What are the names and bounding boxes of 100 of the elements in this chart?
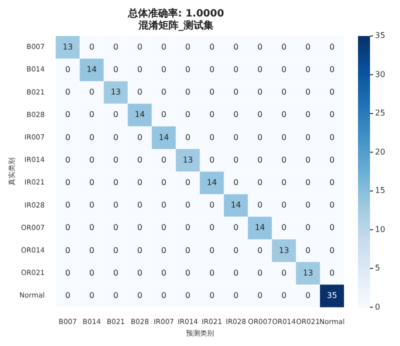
data-label: 0	[185, 64, 190, 74]
data-label: 0	[281, 155, 286, 164]
data-label: 0	[137, 200, 142, 210]
data-label: 0	[65, 88, 70, 97]
data-label: 0	[65, 268, 70, 278]
data-label: 0	[329, 200, 335, 210]
data-label: 0	[185, 110, 190, 120]
data-label: 13	[182, 155, 193, 164]
data-label: 0	[209, 88, 214, 97]
data-label: 0	[305, 42, 311, 52]
data-label: 0	[233, 42, 238, 52]
data-label: 0	[185, 42, 190, 52]
data-label: 0	[113, 200, 118, 210]
data-label: 13	[110, 88, 121, 97]
data-label: 0	[281, 132, 286, 142]
chart-subtitle: 混淆矩阵_测试集	[138, 20, 214, 32]
data-label: 0	[161, 88, 166, 97]
data-label: 0	[65, 110, 70, 120]
data-label: 0	[137, 246, 142, 255]
data-label: 0	[113, 64, 118, 74]
data-label: 0	[209, 110, 214, 120]
data-label: 0	[257, 200, 262, 210]
data-label: 0	[305, 155, 311, 164]
data-label: 0	[257, 88, 262, 97]
data-label: 0	[89, 223, 94, 232]
data-label: 0	[209, 132, 214, 142]
data-label: 0	[89, 200, 94, 210]
data-label: 0	[329, 178, 335, 187]
data-label: 0	[209, 200, 214, 210]
data-label: 0	[281, 88, 286, 97]
data-label: 0	[89, 268, 94, 278]
data-label: 0	[281, 42, 286, 52]
data-label: 0	[281, 290, 286, 300]
data-label: 0	[233, 178, 238, 187]
data-label: 0	[281, 110, 286, 120]
data-label: 0	[161, 200, 166, 210]
data-label: 0	[113, 42, 118, 52]
data-label: 0	[137, 290, 142, 300]
data-label: 0	[329, 42, 335, 52]
data-label: 0	[113, 132, 118, 142]
data-label: 0	[161, 178, 166, 187]
data-label: 0	[89, 246, 94, 255]
data-label: 0	[305, 178, 311, 187]
data-label: 0	[89, 132, 94, 142]
data-label: 0	[185, 88, 190, 97]
data-label: 0	[113, 110, 118, 120]
data-label: 0	[65, 223, 70, 232]
data-label: 0	[233, 88, 238, 97]
data-label: 14	[134, 110, 145, 120]
data-label: 0	[329, 223, 335, 232]
data-label: 0	[161, 290, 166, 300]
data-label: 0	[113, 268, 118, 278]
data-label: 35	[326, 290, 338, 300]
data-label: 0	[185, 290, 190, 300]
data-label: 0	[65, 155, 70, 164]
color-bar-label: 15	[375, 186, 386, 196]
data-label: 0	[185, 132, 190, 142]
data-label: 0	[281, 200, 286, 210]
data-label: 13	[62, 42, 73, 52]
color-bar-label: 10	[375, 224, 386, 234]
data-label: 0	[305, 110, 311, 120]
data-label: 0	[233, 155, 238, 164]
data-label: 0	[257, 64, 262, 74]
data-label: 0	[305, 132, 311, 142]
data-label: 0	[233, 132, 238, 142]
color-bar-label: 30	[375, 70, 386, 79]
data-label: 0	[113, 246, 118, 255]
data-label: 0	[89, 290, 94, 300]
data-label: 0	[161, 64, 166, 74]
data-label: 0	[329, 155, 335, 164]
data-label: 0	[209, 223, 214, 232]
data-label: 14	[206, 178, 217, 187]
data-label: 0	[113, 290, 118, 300]
color-bar-label: 0	[375, 302, 380, 312]
data-label: 0	[161, 268, 166, 278]
chart-title: 总体准确率: 1.0000	[126, 8, 224, 20]
data-label: 0	[161, 246, 166, 255]
data-label: 14	[254, 223, 266, 232]
data-label: 0	[89, 88, 94, 97]
color-bar-label: 20	[375, 147, 386, 156]
data-label: 0	[89, 42, 94, 52]
data-label: 0	[185, 178, 190, 187]
data-label: 0	[137, 64, 142, 74]
data-label: 0	[65, 64, 70, 74]
data-label: 0	[257, 268, 262, 278]
data-label: 0	[329, 132, 335, 142]
data-label: 0	[185, 246, 190, 255]
data-label: 0	[137, 155, 142, 164]
data-label: 0	[329, 246, 335, 255]
data-label: 0	[209, 64, 214, 74]
data-label: 0	[209, 42, 214, 52]
data-label: 0	[257, 110, 262, 120]
data-label: 0	[137, 88, 142, 97]
data-label: 0	[233, 268, 238, 278]
data-label: 0	[233, 110, 238, 120]
data-label: 0	[209, 246, 214, 255]
data-label: 0	[281, 268, 286, 278]
color-bar-label: 5	[375, 264, 380, 273]
data-label: 0	[305, 290, 311, 300]
data-label: 14	[158, 132, 169, 142]
